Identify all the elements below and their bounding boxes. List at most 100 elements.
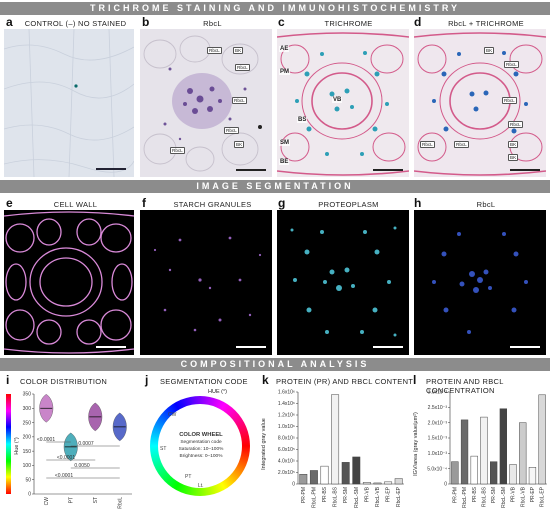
wheel-line-3: Brightness: 0–100% [179, 454, 223, 459]
panel-letter-i: i [6, 373, 10, 387]
y-tick-label: 100 [23, 463, 32, 469]
label-rbcl: RbcL [170, 147, 185, 154]
x-tick-label: RbcL-PM [462, 487, 468, 508]
tissue-label-vb: VB [332, 97, 343, 103]
y-tick-label: 0 [292, 482, 295, 488]
panel-title-g: PROTEOPLASM [318, 200, 379, 209]
bar [470, 455, 478, 485]
y-tick-label: 1.0x10⁻³ [428, 451, 448, 457]
bar [394, 478, 403, 485]
panel-letter-j: j [145, 373, 149, 387]
panel-letter-l: l [413, 373, 417, 387]
label-rbcl: RbcL [232, 97, 247, 104]
panel-title-d: RbcL + TRICHROME [448, 19, 524, 28]
x-tick-label: RbcL-BS [333, 486, 339, 507]
bar [480, 416, 488, 485]
axis-label-igv: Integrated gray value [261, 418, 267, 470]
label-rbcl: RbcL [508, 121, 523, 128]
y-tick-label: 1.6x10⁶ [278, 390, 295, 396]
pvalue-label: <0.0001 [37, 437, 55, 443]
panel-letter-b: b [142, 15, 150, 29]
y-tick-label: 50 [25, 477, 31, 483]
y-tick-label: 350 [23, 392, 32, 398]
y-tick-label: 300 [23, 406, 32, 412]
y-tick-label: 2.0x10⁻³ [428, 420, 448, 426]
bar [451, 461, 459, 485]
x-tick-label: PR-PM [301, 487, 307, 503]
pvalue-label: <0.0001 [57, 455, 75, 461]
x-tick-label: RbcL-SM [354, 487, 360, 508]
panel-title-b: RbcL [203, 19, 222, 28]
bar [352, 456, 361, 485]
label-bk: BK [508, 154, 519, 161]
arc-label-pt: PT [185, 474, 192, 480]
y-tick-label: 1.0x10⁶ [278, 424, 295, 430]
x-tick-label: RbcL-VB [520, 486, 526, 507]
panel-letter-h: h [414, 196, 422, 210]
arc-label-cw: CW [168, 412, 177, 418]
micrograph-rbcl: RbcL BK RbcL RbcL RbcL BK RbcL [140, 29, 272, 177]
panel-title-i: COLOR DISTRIBUTION [20, 377, 108, 386]
label-rbcl: RbcL [224, 127, 239, 134]
segmentation-starch [140, 210, 272, 355]
wheel-line-2: Saturation: 10–100% [178, 447, 224, 452]
label-rbcl: RbcL [502, 97, 517, 104]
tissue-label-pm: PM [279, 69, 290, 75]
segmentation-proteoplasm [277, 210, 409, 355]
x-tick-label: RbcL-PM [311, 487, 317, 508]
segmentation-cell-wall [4, 210, 134, 355]
section-band-composition: COMPOSITIONAL ANALYSIS [0, 358, 550, 371]
bar-chart-content: Integrated gray value 1.6x10⁶ 1.4x10⁶ 1.2x… [261, 390, 404, 508]
section-band-segmentation: IMAGE SEGMENTATION [0, 180, 550, 193]
x-tick-label: CW [44, 497, 50, 506]
y-tick-label: 4.0x10⁵ [278, 459, 295, 465]
bar [460, 419, 469, 485]
y-tick-label: 2.5x10⁻³ [428, 405, 448, 411]
panel-letter-f: f [142, 196, 146, 210]
pvalue-label: <0.0001 [55, 473, 73, 479]
y-tick-label: 1.2x10⁶ [278, 413, 295, 419]
bar [519, 422, 527, 485]
tissue-label-ae: AE [279, 46, 290, 52]
panel-title-l: PROTEIN AND RBCL CONCENTRATION [426, 377, 504, 395]
y-tick-label: 1.4x10⁶ [278, 401, 295, 407]
bar [490, 461, 498, 485]
label-rbcl: RbcL [420, 141, 435, 148]
bar-chart-concentration: IGV/area (gray value/μm²) 3.0x10⁻³ 2.5x10… [413, 390, 547, 508]
bar [528, 467, 537, 485]
label-rbcl: RbcL [207, 47, 222, 54]
panel-title-k: PROTEIN (PR) AND RBCL CONTENT [276, 377, 414, 386]
bar [499, 408, 507, 485]
panel-title-e: CELL WALL [53, 200, 98, 209]
arc-label-st: ST [160, 446, 167, 452]
panel-letter-a: a [6, 15, 13, 29]
axis-label-igv-area: IGV/area (gray value/μm²) [413, 412, 419, 476]
x-tick-label: PR-BS [322, 486, 328, 502]
bar [538, 394, 546, 485]
wheel-line-1: Segmentation code [180, 440, 222, 445]
panel-title-j: SEGMENTATION CODE [160, 377, 248, 386]
x-tick-label: PR-EP [386, 486, 392, 502]
bar [331, 394, 340, 485]
x-tick-label: PR-PM [452, 487, 458, 503]
y-tick-label: 3.0x10⁻³ [428, 390, 448, 396]
panel-letter-e: e [6, 196, 13, 210]
label-bk: BK [484, 47, 495, 54]
bar [309, 470, 318, 485]
tissue-label-be: BE [279, 159, 290, 165]
axis-label-hue: Hue (°) [14, 437, 20, 455]
panel-title-c: TRICHROME [324, 19, 373, 28]
x-tick-label: ST [93, 497, 99, 503]
bar [299, 474, 308, 485]
label-bk: BK [508, 141, 519, 148]
violin-plot: Hue (°) 350 300 250 200 150 100 50 0 CW PT ST RbcL… [6, 392, 132, 509]
x-tick-label: RbcL-SM [501, 487, 507, 508]
label-rbcl: RbcL [235, 64, 250, 71]
y-tick-label: 6.0x10⁵ [278, 447, 295, 453]
wheel-title: COLOR WHEEL [179, 432, 223, 438]
pvalue-label: 0.0050 [74, 463, 90, 469]
y-tick-label: 150 [23, 449, 32, 455]
panel-title-h: RbcL [476, 200, 496, 209]
x-tick-label: PR-VB [511, 486, 517, 502]
x-tick-label: RbcL-BS [481, 486, 487, 507]
